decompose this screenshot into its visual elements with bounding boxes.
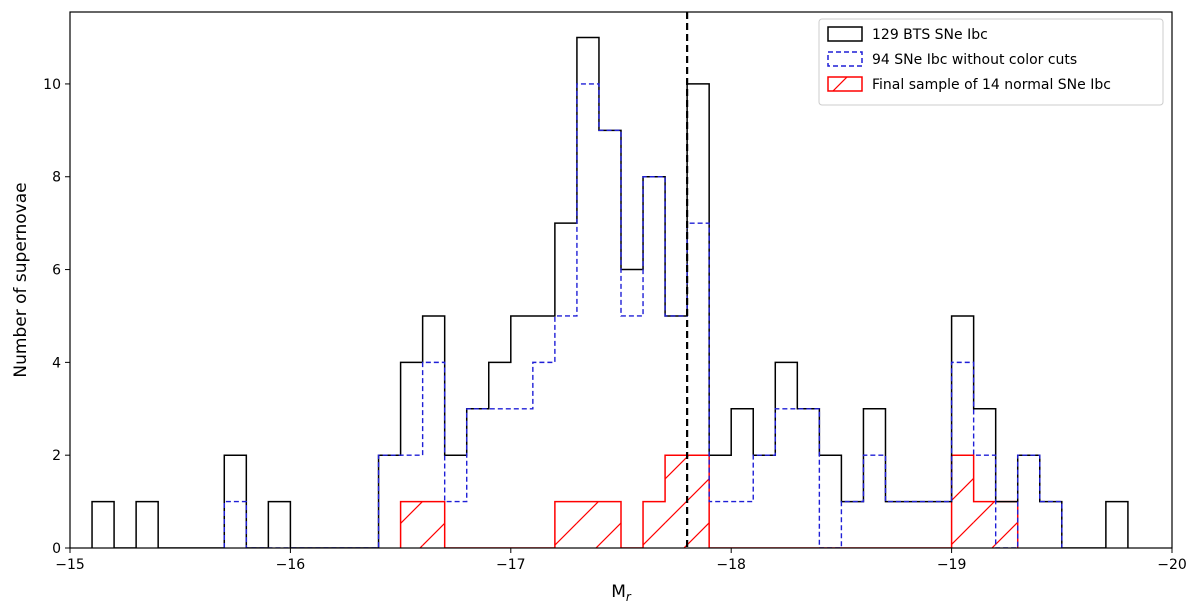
hatch-bar: [576, 501, 599, 548]
hatch-bar: [665, 455, 688, 548]
y-tick-label: 8: [52, 170, 61, 186]
plot-frame: [69, 11, 1173, 549]
hatch-bar: [422, 501, 445, 548]
x-tick-label: −16: [276, 557, 306, 573]
y-tick-label: 6: [52, 263, 61, 279]
legend-label: Final sample of 14 normal SNe Ibc: [872, 77, 1111, 93]
legend-swatch: [827, 51, 863, 67]
histogram-outline: [223, 83, 1063, 548]
series-2: [399, 454, 1019, 548]
legend-box: [818, 18, 1164, 106]
hatch-bar: [973, 501, 996, 548]
legend-swatch: [827, 76, 863, 92]
x-axis: −15 −16 −17 −18 −19 −20: [55, 548, 1187, 573]
y-tick-label: 0: [52, 541, 61, 557]
legend-swatch: [827, 26, 863, 42]
x-tick-label: −19: [937, 557, 967, 573]
hatch-bar: [995, 501, 1018, 548]
legend: 129 BTS SNe Ibc 94 SNe Ibc without color …: [818, 18, 1164, 106]
x-tick-label: −20: [1157, 557, 1187, 573]
x-axis-label: Mr: [611, 582, 632, 603]
x-tick-label: −17: [496, 557, 526, 573]
hatch-bar: [400, 501, 423, 548]
hatch-bar: [951, 455, 974, 548]
legend-swatch-fill: [828, 77, 862, 91]
hatch-bar: [554, 501, 577, 548]
series-layer: [91, 36, 1129, 548]
y-tick-label: 2: [52, 448, 61, 464]
y-axis: 0 2 4 6 8 10: [43, 77, 70, 557]
hatch-bar: [643, 501, 666, 548]
hatch-bar: [598, 501, 621, 548]
series-1: [223, 83, 1063, 548]
legend-label: 129 BTS SNe Ibc: [872, 27, 988, 43]
hatch-bar: [687, 455, 710, 548]
y-tick-label: 4: [52, 355, 61, 371]
legend-label: 94 SNe Ibc without color cuts: [872, 52, 1077, 68]
y-tick-label: 10: [43, 77, 61, 93]
y-axis-label: Number of supernovae: [11, 182, 31, 377]
x-tick-label: −15: [55, 557, 85, 573]
x-tick-label: −18: [716, 557, 746, 573]
